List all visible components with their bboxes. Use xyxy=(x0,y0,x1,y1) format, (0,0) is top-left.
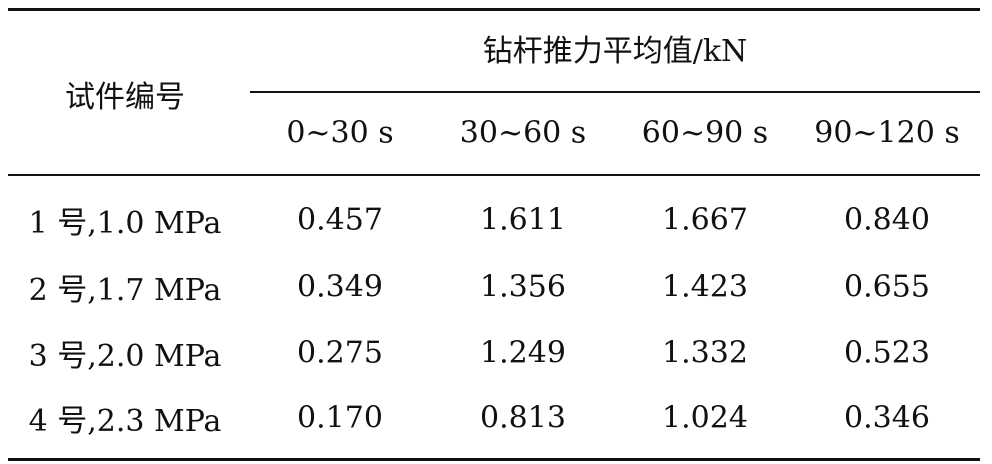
column-header: 0~30 s xyxy=(286,115,394,151)
cell-value: 1.667 xyxy=(662,202,748,238)
cell-value: 1.332 xyxy=(662,335,748,371)
row-label: 4 号,2.3 MPa xyxy=(28,404,222,439)
cell-value: 0.457 xyxy=(297,202,383,238)
row-label-header: 试件编号 xyxy=(65,80,185,115)
top-rule xyxy=(8,8,980,11)
header-rule xyxy=(8,174,980,176)
cell-value: 0.349 xyxy=(297,269,383,305)
bottom-rule xyxy=(8,458,980,461)
group-rule xyxy=(250,91,980,93)
column-header: 30~60 s xyxy=(459,115,587,151)
cell-value: 0.523 xyxy=(844,335,930,371)
cell-value: 0.275 xyxy=(297,335,383,371)
cell-value: 1.356 xyxy=(480,269,566,305)
column-header: 90~120 s xyxy=(814,115,960,151)
cell-value: 1.611 xyxy=(480,202,566,238)
cell-value: 1.423 xyxy=(662,269,748,305)
row-label: 1 号,1.0 MPa xyxy=(28,206,222,241)
cell-value: 0.813 xyxy=(480,400,566,436)
column-header: 60~90 s xyxy=(641,115,769,151)
cell-value: 0.346 xyxy=(844,400,930,436)
cell-value: 0.655 xyxy=(844,269,930,305)
cell-value: 1.249 xyxy=(480,335,566,371)
cell-value: 0.170 xyxy=(297,400,383,436)
group-header: 钻杆推力平均值/kN xyxy=(482,34,748,69)
row-label: 2 号,1.7 MPa xyxy=(28,273,222,308)
row-label: 3 号,2.0 MPa xyxy=(28,339,222,374)
cell-value: 1.024 xyxy=(662,400,748,436)
cell-value: 0.840 xyxy=(844,202,930,238)
